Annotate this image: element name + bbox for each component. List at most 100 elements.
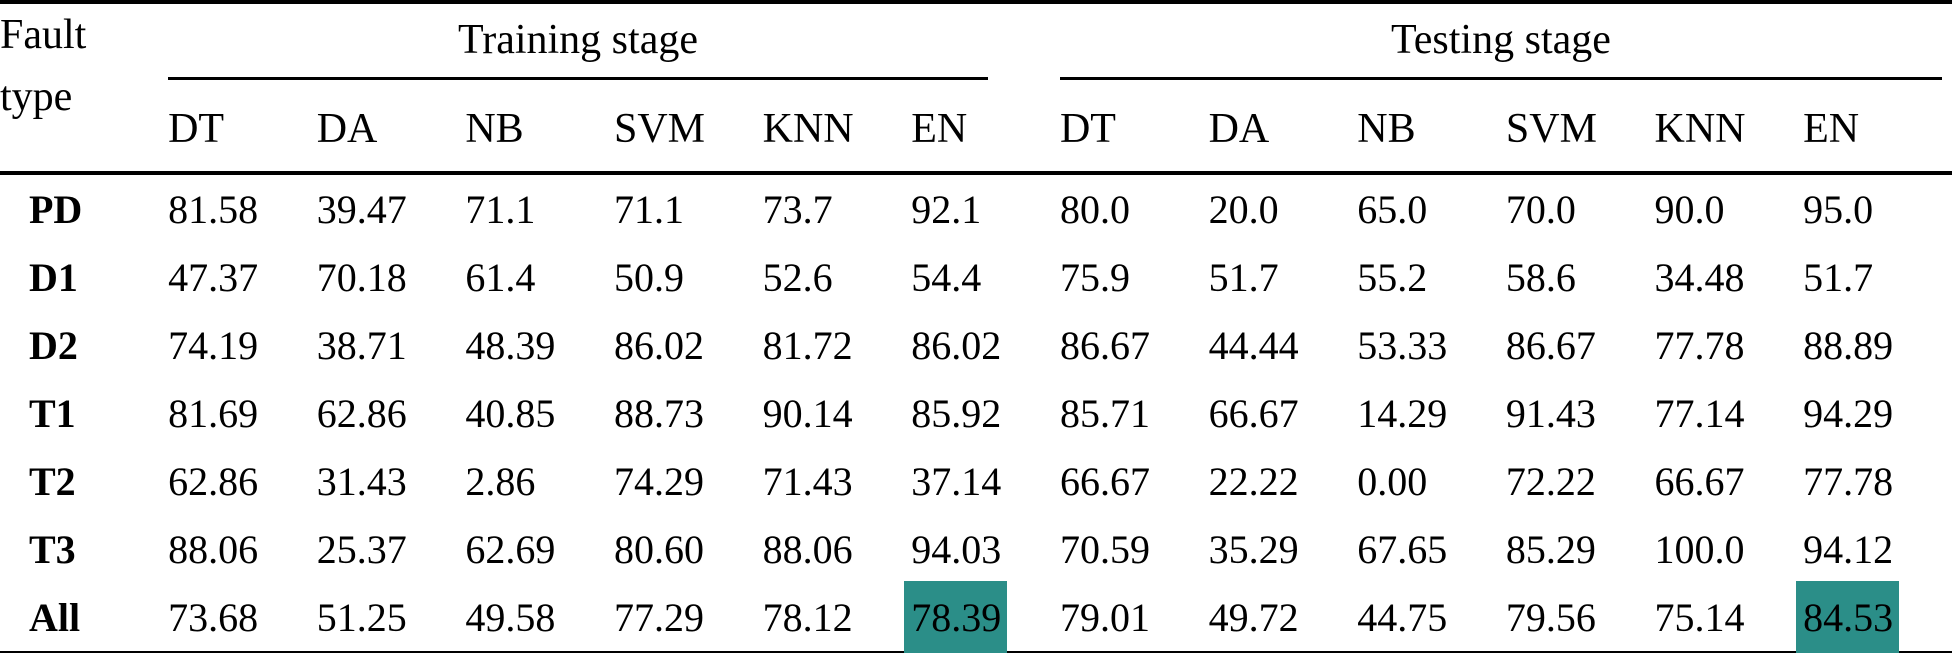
cell-value: 65.0 — [1357, 186, 1428, 232]
cell-d1-testing-svm: 58.6 — [1506, 243, 1655, 311]
cell-t1-testing-en: 94.29 — [1803, 379, 1952, 447]
cell-pd-training-nb: 71.1 — [465, 173, 614, 243]
cell-t2-testing-dt: 66.67 — [1060, 447, 1209, 515]
cell-t3-training-da: 25.37 — [317, 515, 466, 583]
cell-t2-testing-svm: 72.22 — [1506, 447, 1655, 515]
cell-t2-testing-da: 22.22 — [1209, 447, 1358, 515]
cell-t3-training-dt: 88.06 — [168, 515, 317, 583]
cell-value: 71.1 — [465, 186, 536, 232]
col-header-training-dt: DT — [168, 80, 317, 175]
row-label-t2: T2 — [29, 458, 76, 504]
cell-value: 25.37 — [316, 526, 407, 572]
cell-t1-testing-svm: 91.43 — [1506, 379, 1655, 447]
table-row-t3: T3 88.06 25.37 62.69 80.60 88.06 94.03 70.59 35.… — [0, 515, 1952, 583]
cell-d1-training-knn: 52.6 — [763, 243, 912, 311]
cell-t3-testing-da: 35.29 — [1209, 515, 1358, 583]
cell-t1-training-dt: 81.69 — [168, 379, 317, 447]
cell-d2-training-da: 38.71 — [317, 311, 466, 379]
cell-all-testing-svm: 79.56 — [1506, 583, 1655, 653]
cell-value: 52.6 — [762, 254, 833, 300]
cell-value: 49.58 — [465, 594, 556, 640]
col-header-testing-dt: DT — [1059, 80, 1209, 175]
cell-value: 75.9 — [1059, 254, 1130, 300]
cell-value: 61.4 — [465, 254, 536, 300]
fault-type-header-line2: type — [0, 74, 73, 120]
cell-value: 86.02 — [911, 322, 1002, 368]
cell-t2-training-nb: 2.86 — [465, 447, 614, 515]
cell-value: 31.43 — [316, 458, 407, 504]
cell-value: 71.1 — [613, 186, 684, 232]
cell-d1-testing-da: 51.7 — [1209, 243, 1358, 311]
table-row-pd: PD 81.58 39.47 71.1 71.1 73.7 92.1 80.0 20.0 65.0… — [0, 173, 1952, 243]
cell-d2-testing-nb: 53.33 — [1357, 311, 1506, 379]
cell-value: 53.33 — [1357, 322, 1448, 368]
cell-t2-training-da: 31.43 — [317, 447, 466, 515]
col-header-training-en: EN — [911, 80, 1060, 175]
col-header-training-nb: NB — [465, 80, 614, 175]
cell-value: 62.69 — [465, 526, 556, 572]
cell-value: 94.29 — [1803, 390, 1894, 436]
cell-d1-training-en: 54.4 — [911, 243, 1060, 311]
cell-all-testing-nb: 44.75 — [1357, 583, 1506, 653]
cell-value: 62.86 — [168, 458, 259, 504]
cell-d1-testing-dt: 75.9 — [1060, 243, 1209, 311]
cell-t2-testing-nb: 0.00 — [1357, 447, 1506, 515]
cell-t1-testing-dt: 85.71 — [1060, 379, 1209, 447]
fault-type-header: Fault type — [0, 2, 169, 175]
col-header-training-knn: KNN — [762, 80, 912, 175]
cell-all-training-en: 78.39 — [904, 580, 1060, 653]
cell-value: 94.03 — [911, 526, 1002, 572]
row-label-d1: D1 — [29, 254, 78, 300]
cell-value: 2.86 — [465, 458, 536, 504]
cell-pd-testing-knn: 90.0 — [1655, 173, 1804, 243]
cell-d2-training-nb: 48.39 — [465, 311, 614, 379]
cell-d1-training-dt: 47.37 — [168, 243, 317, 311]
cell-value: 85.29 — [1505, 526, 1596, 572]
cell-value: 72.22 — [1505, 458, 1596, 504]
cell-value: 79.56 — [1505, 594, 1596, 640]
cell-value: 54.4 — [911, 254, 982, 300]
cell-t1-training-svm: 88.73 — [614, 379, 763, 447]
cell-t3-testing-en: 94.12 — [1803, 515, 1952, 583]
cell-d2-training-svm: 86.02 — [614, 311, 763, 379]
cell-value: 78.12 — [762, 594, 853, 640]
cell-value: 40.85 — [465, 390, 556, 436]
cell-d1-testing-nb: 55.2 — [1357, 243, 1506, 311]
cell-t2-training-dt: 62.86 — [168, 447, 317, 515]
cell-t3-testing-knn: 100.0 — [1655, 515, 1804, 583]
cell-d2-testing-da: 44.44 — [1209, 311, 1358, 379]
col-header-testing-da: DA — [1208, 80, 1358, 175]
testing-stage-underline — [1059, 77, 1942, 80]
cell-d2-training-knn: 81.72 — [763, 311, 912, 379]
cell-t1-testing-da: 66.67 — [1209, 379, 1358, 447]
cell-value: 90.0 — [1654, 186, 1725, 232]
cell-value: 38.71 — [316, 322, 407, 368]
cell-pd-testing-da: 20.0 — [1209, 173, 1358, 243]
cell-all-training-nb: 49.58 — [465, 583, 614, 653]
cell-t2-training-knn: 71.43 — [763, 447, 912, 515]
cell-t1-training-en: 85.92 — [911, 379, 1060, 447]
cell-value: 81.69 — [168, 390, 259, 436]
cell-value: 75.14 — [1654, 594, 1745, 640]
cell-value: 0.00 — [1357, 458, 1428, 504]
table-row-t2: T2 62.86 31.43 2.86 74.29 71.43 37.14 66.67 22.2… — [0, 447, 1952, 515]
row-label-t1: T1 — [29, 390, 76, 436]
cell-value: 88.73 — [613, 390, 704, 436]
cell-value: 85.71 — [1059, 390, 1150, 436]
cell-value: 71.43 — [762, 458, 853, 504]
cell-value: 77.78 — [1654, 322, 1745, 368]
cell-t1-training-nb: 40.85 — [465, 379, 614, 447]
cell-value: 92.1 — [911, 186, 982, 232]
cell-value: 88.89 — [1803, 322, 1894, 368]
cell-all-testing-dt: 79.01 — [1060, 583, 1209, 653]
cell-d2-testing-dt: 86.67 — [1060, 311, 1209, 379]
cell-t2-training-en: 37.14 — [911, 447, 1060, 515]
cell-value: 47.37 — [168, 254, 259, 300]
cell-value: 51.7 — [1803, 254, 1874, 300]
table-body: PD 81.58 39.47 71.1 71.1 73.7 92.1 80.0 20.0 65.0… — [0, 173, 1952, 653]
training-stage-header: Training stage — [168, 2, 1060, 80]
cell-value: 86.67 — [1505, 322, 1596, 368]
cell-value: 77.29 — [613, 594, 704, 640]
row-label-d2: D2 — [29, 322, 78, 368]
